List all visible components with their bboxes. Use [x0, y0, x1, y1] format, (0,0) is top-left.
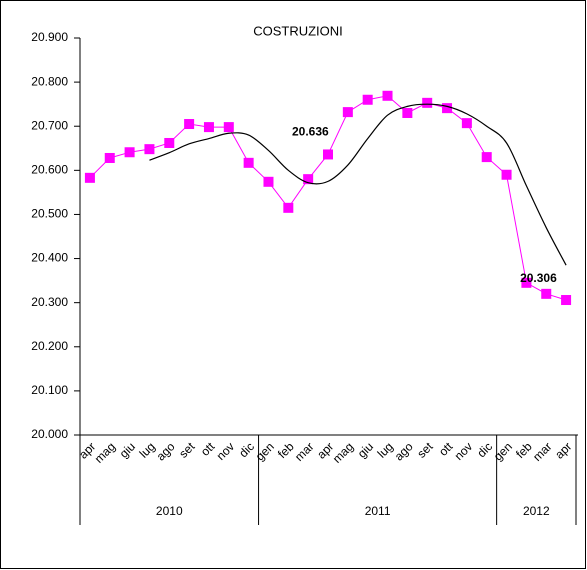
y-tick-label: 20.200 — [31, 339, 68, 353]
y-tick-label: 20.300 — [31, 295, 68, 309]
marker — [442, 103, 453, 114]
marker — [561, 295, 572, 306]
marker — [541, 288, 552, 299]
marker — [521, 277, 532, 288]
marker — [243, 157, 254, 168]
group-label: 2011 — [365, 504, 391, 518]
marker — [481, 152, 492, 163]
marker — [203, 122, 214, 133]
marker — [104, 152, 115, 163]
y-tick-label: 20.600 — [31, 163, 68, 177]
y-tick-label: 20.400 — [31, 251, 68, 265]
marker — [283, 202, 294, 213]
y-tick-label: 20.000 — [31, 427, 68, 441]
marker — [263, 176, 274, 187]
y-tick-label: 20.500 — [31, 207, 68, 221]
group-label: 2012 — [523, 504, 550, 518]
marker — [402, 107, 413, 118]
marker — [303, 174, 314, 185]
y-tick-label: 20.700 — [31, 118, 68, 132]
marker — [362, 94, 373, 105]
y-tick-label: 20.100 — [31, 383, 68, 397]
y-tick-label: 20.900 — [31, 30, 68, 44]
data-label: 20.636 — [292, 125, 329, 139]
marker — [342, 107, 353, 118]
marker — [124, 147, 135, 158]
series-line — [149, 103, 567, 266]
marker — [184, 119, 195, 130]
marker — [144, 144, 155, 155]
group-label: 2010 — [156, 504, 183, 518]
chart-title: COSTRUZIONI — [253, 23, 343, 38]
marker — [461, 118, 472, 129]
marker — [382, 90, 393, 101]
marker — [501, 169, 512, 180]
marker — [323, 149, 333, 160]
marker — [84, 172, 95, 183]
marker — [223, 122, 234, 133]
marker — [422, 97, 433, 108]
data-label: 20.306 — [520, 271, 557, 285]
y-tick-label: 20.800 — [31, 74, 68, 88]
marker — [164, 137, 175, 148]
